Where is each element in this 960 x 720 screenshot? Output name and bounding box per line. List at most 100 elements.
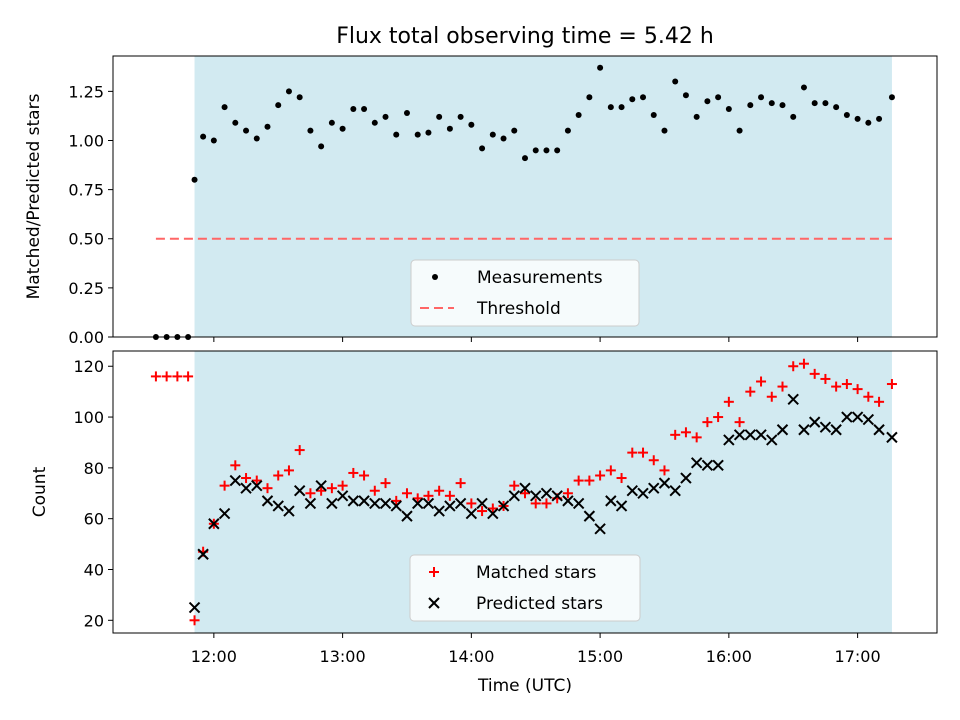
predicted-point [326,497,338,510]
predicted-point [476,497,488,510]
matched-point [294,445,305,456]
y-axis-label-bottom: Count [30,466,50,517]
predicted-point-b [594,523,606,535]
predicted-point [347,495,360,507]
predicted-point [272,500,284,512]
predicted-point-b [283,505,295,517]
predicted-point-b [658,477,671,489]
measurement-point [854,115,861,122]
predicted-point [530,490,542,502]
matched-point [219,480,230,491]
x-tick-label-0: 12:00 [191,647,237,666]
predicted-point [819,421,832,433]
matched-point [150,371,161,382]
matched-point [809,368,820,379]
matched-point [788,361,799,372]
measurement-point [457,113,464,120]
matched-point [627,447,638,458]
predicted-point-b [615,500,628,512]
measurement-point [554,147,561,154]
predicted-point [798,424,810,436]
legend-label-measurements: Measurements [477,268,603,288]
matched-point [189,615,200,626]
predicted-point-b [369,497,381,510]
predicted-point [433,505,445,517]
predicted-point-b [293,485,306,497]
matched-point [745,386,756,397]
matched-point [702,417,713,428]
measurement-point [339,125,346,132]
predicted-point [886,431,898,444]
measurement-point [833,104,840,111]
measurement-point [210,137,217,144]
predicted-point [508,490,520,502]
predicted-point [487,507,499,520]
x-axis-label: Time (UTC) [477,676,572,696]
predicted-point [841,411,853,423]
measurement-point [736,127,743,134]
legend-box-top [410,259,640,327]
predicted-point-b [347,495,360,507]
predicted-point [369,497,381,510]
matched-point [659,465,670,476]
predicted-point [615,500,628,512]
series-predicted-stars [188,393,898,614]
measurement-point [425,129,432,136]
predicted-point [390,500,402,512]
predicted-point [808,416,821,428]
predicted-point [701,459,714,472]
matched-point [348,467,359,478]
x-tick-label-1: 13:00 [320,647,366,666]
measurement-point [843,111,850,118]
matched-point [777,381,788,392]
predicted-point-b [562,495,574,507]
measurement-point [682,92,689,99]
measurement-point [296,94,303,101]
predicted-point [379,497,392,510]
predicted-point-b [766,434,778,446]
legend-marker-predicted-b [428,597,440,609]
predicted-point [755,429,767,441]
predicted-point-b [605,495,617,507]
predicted-point-b [272,500,284,512]
predicted-point [733,429,746,441]
measurement-point [640,94,647,101]
matched-point [251,475,262,486]
matched-point [852,384,863,395]
predicted-point-b [886,431,898,444]
predicted-point-b [444,500,456,512]
matched-point [359,470,370,481]
predicted-point-b [197,548,209,560]
measurement-point [318,143,325,150]
legend-top: Measurements Threshold [410,259,640,327]
series-measurements [152,64,895,340]
predicted-point-b [433,505,445,517]
matched-point [798,358,809,369]
matched-point [444,490,455,501]
predicted-point [551,490,563,502]
y-tick-label-top-0: 0.00 [68,328,104,347]
predicted-point [315,479,327,492]
predicted-point-b [497,500,510,512]
predicted-point-b [422,497,435,510]
chart-title: Flux total observing time = 5.42 h [336,24,714,49]
plot-frame-top [112,55,938,338]
measurement-point [200,133,207,140]
matched-point [262,483,273,494]
matched-point [680,427,691,438]
matched-point [380,478,391,489]
predicted-point [744,429,757,441]
matched-point [605,465,616,476]
predicted-point [723,434,735,446]
predicted-point-b [326,497,338,510]
predicted-point [572,497,585,510]
matched-point [241,473,252,484]
measurement-point [586,94,593,101]
predicted-point-b [530,490,542,502]
predicted-point-b [454,497,467,510]
y-tick-label-top-4: 1.00 [68,131,104,150]
matched-point [595,470,606,481]
matched-point [530,498,541,509]
measurement-point [511,127,518,134]
predicted-point-b [188,601,201,614]
